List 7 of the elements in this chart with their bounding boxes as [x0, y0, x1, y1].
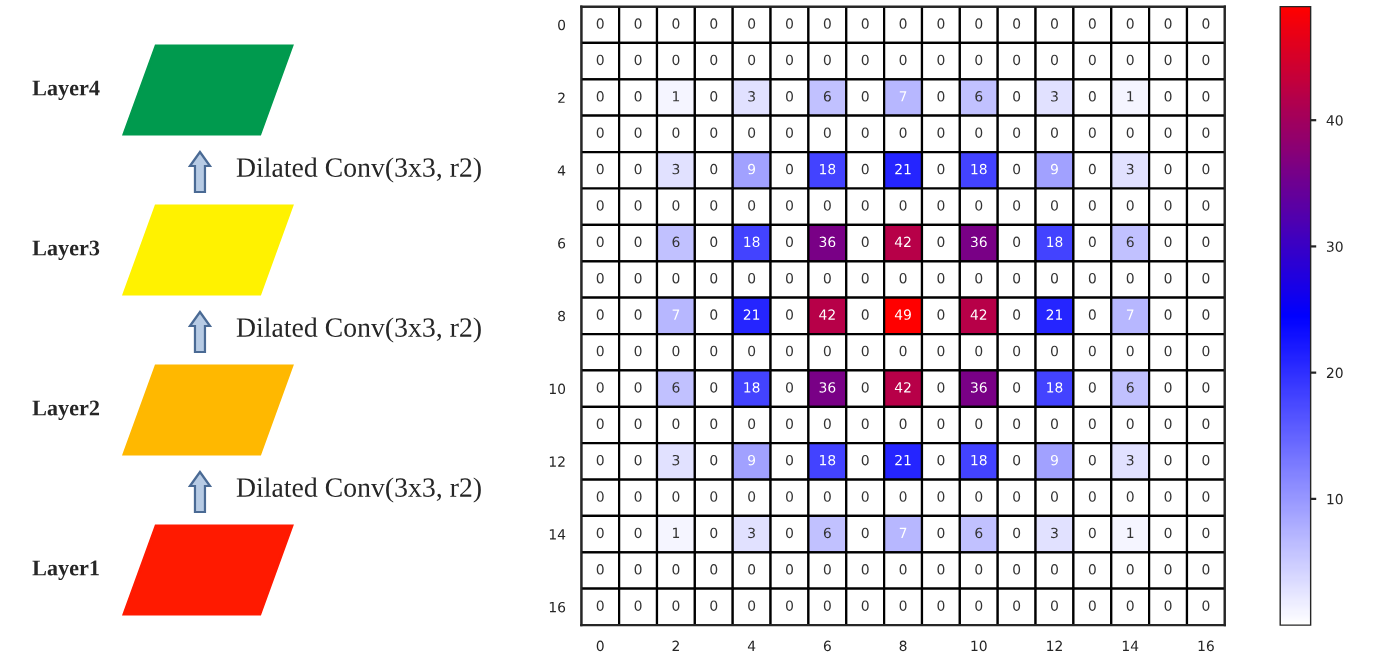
- text: Layer4: [32, 80, 100, 101]
- text: Layer2: [32, 400, 100, 421]
- text: Layer3: [32, 240, 100, 261]
- text: Layer1: [32, 560, 99, 581]
- text: Dilated Conv(3x3, r2): [236, 317, 481, 343]
- text: Dilated Conv(3x3, r2): [236, 477, 481, 503]
- text: Dilated Conv(3x3, r2): [236, 157, 481, 183]
